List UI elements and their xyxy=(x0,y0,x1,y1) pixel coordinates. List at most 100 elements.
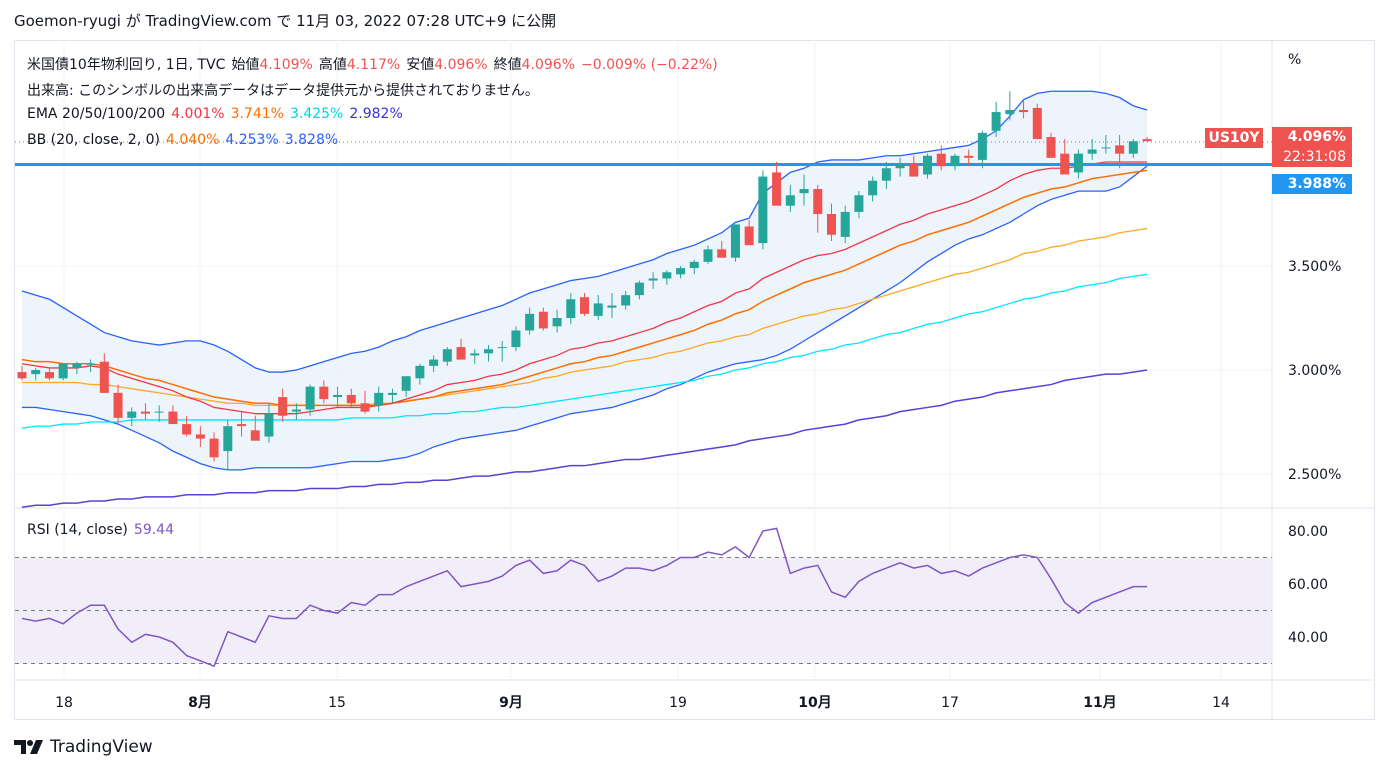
candle-body xyxy=(607,305,617,308)
last-price-tag: 4.096% 22:31:08 xyxy=(1272,127,1352,167)
candle-body xyxy=(785,195,795,206)
bb-mid-value: 4.040% xyxy=(165,132,220,148)
candle-body xyxy=(1019,110,1029,113)
candle-body xyxy=(566,299,576,318)
rsi-label[interactable]: RSI (14, close) xyxy=(27,522,128,538)
bb-upper-line xyxy=(21,90,1148,373)
high-value: 4.117% xyxy=(346,57,401,73)
ema-label[interactable]: EMA 20/50/100/200 xyxy=(27,106,166,122)
bb-lower-value: 3.828% xyxy=(284,132,339,148)
close-label: 終値 xyxy=(493,57,522,73)
candle-body xyxy=(401,376,411,391)
time-tick-label: 10月 xyxy=(798,695,831,711)
candle-body xyxy=(497,347,507,349)
candle-body xyxy=(1115,145,1125,154)
candle-body xyxy=(31,370,41,375)
candle-body xyxy=(1087,149,1097,154)
candle-body xyxy=(717,249,727,258)
candle-body xyxy=(854,195,864,212)
countdown: 22:31:08 xyxy=(1283,149,1346,165)
candle-body xyxy=(593,303,603,316)
high-label: 高値 xyxy=(318,57,347,73)
candle-body xyxy=(182,424,192,435)
last-price: 4.096% xyxy=(1287,129,1346,145)
ema-100-line xyxy=(22,227,1148,407)
symbol-name[interactable]: 米国債10年物利回り, 1日, TVC xyxy=(27,57,226,73)
ema-20-value: 4.001% xyxy=(171,106,225,122)
candle-body xyxy=(360,403,370,412)
candle-body xyxy=(127,411,137,418)
candle-body xyxy=(772,172,782,206)
ema-legend[interactable]: EMA 20/50/100/200 4.001% 3.741% 3.425% 2.982… xyxy=(27,106,409,122)
candle-body xyxy=(552,318,562,327)
open-value: 4.109% xyxy=(259,57,313,73)
ema-50-line xyxy=(21,169,1148,407)
rsi-value: 59.44 xyxy=(133,522,174,538)
candle-body xyxy=(209,438,219,458)
candle-body xyxy=(250,430,260,441)
candle-body xyxy=(744,226,754,246)
price-tick-label: 2.500% xyxy=(1288,467,1341,483)
candle-body xyxy=(319,386,329,400)
candle-body xyxy=(470,353,480,356)
candle-body xyxy=(278,397,288,416)
candle-body xyxy=(813,189,823,214)
candle-body xyxy=(58,363,68,379)
candle-body xyxy=(1005,110,1015,115)
candle-body xyxy=(991,112,1001,131)
ema-200-line xyxy=(21,369,1148,509)
open-label: 始値 xyxy=(231,57,260,73)
candle-body xyxy=(826,214,836,235)
candle-body xyxy=(346,394,356,404)
candle-body xyxy=(264,413,274,437)
bb-legend[interactable]: BB (20, close, 2, 0) 4.040% 4.253% 3.828% xyxy=(27,132,344,148)
candle-body xyxy=(648,278,658,281)
rsi-tick-label: 60.00 xyxy=(1288,577,1328,593)
price-tick-label: 3.000% xyxy=(1288,363,1341,379)
candle-body xyxy=(387,392,397,395)
footer-brand[interactable]: TradingView xyxy=(14,737,153,757)
candle-body xyxy=(99,361,109,393)
ema-20-line xyxy=(21,161,1148,415)
candle-body xyxy=(1101,147,1111,149)
candle-body xyxy=(676,268,686,275)
candle-body xyxy=(1032,107,1042,140)
candle-body xyxy=(333,394,343,398)
candle-body xyxy=(72,363,82,368)
candle-body xyxy=(195,434,205,439)
publisher-line: Goemon-ryugi が TradingView.com で 11月 03,… xyxy=(14,12,557,30)
candle-body xyxy=(525,313,535,331)
time-tick-label: 11月 xyxy=(1083,695,1116,711)
candle-body xyxy=(483,349,493,354)
candle-body xyxy=(881,168,891,181)
ema-50-value: 3.741% xyxy=(230,106,284,122)
low-label: 安値 xyxy=(406,57,435,73)
candle-body xyxy=(44,372,54,379)
rsi-tick-label: 80.00 xyxy=(1288,524,1328,540)
candle-body xyxy=(634,282,644,296)
candle-body xyxy=(456,347,466,360)
rsi-line xyxy=(21,527,1148,668)
hline-price-tag[interactable]: 3.988% xyxy=(1272,174,1352,194)
chart-frame[interactable] xyxy=(14,40,1375,720)
time-tick-label: 18 xyxy=(55,695,73,711)
ema-200-value: 2.982% xyxy=(349,106,403,122)
candle-body xyxy=(237,424,247,427)
time-tick-label: 17 xyxy=(941,695,959,711)
candle-body xyxy=(621,295,631,306)
candle-body xyxy=(374,392,384,406)
candle-body xyxy=(291,409,301,412)
candle-body xyxy=(154,411,164,413)
rsi-legend[interactable]: RSI (14, close) 59.44 xyxy=(27,522,180,538)
bb-label[interactable]: BB (20, close, 2, 0) xyxy=(27,132,160,148)
candle-body xyxy=(923,155,933,175)
candle-body xyxy=(538,311,548,329)
candle-body xyxy=(909,164,919,177)
candle-body xyxy=(223,426,233,452)
symbol-legend[interactable]: 米国債10年物利回り, 1日, TVC 始値4.109% 高値4.117% 安値4.0… xyxy=(27,54,724,74)
candle-body xyxy=(840,211,850,237)
candle-body xyxy=(113,392,123,418)
candle-body xyxy=(429,359,439,366)
candle-body xyxy=(140,411,150,414)
